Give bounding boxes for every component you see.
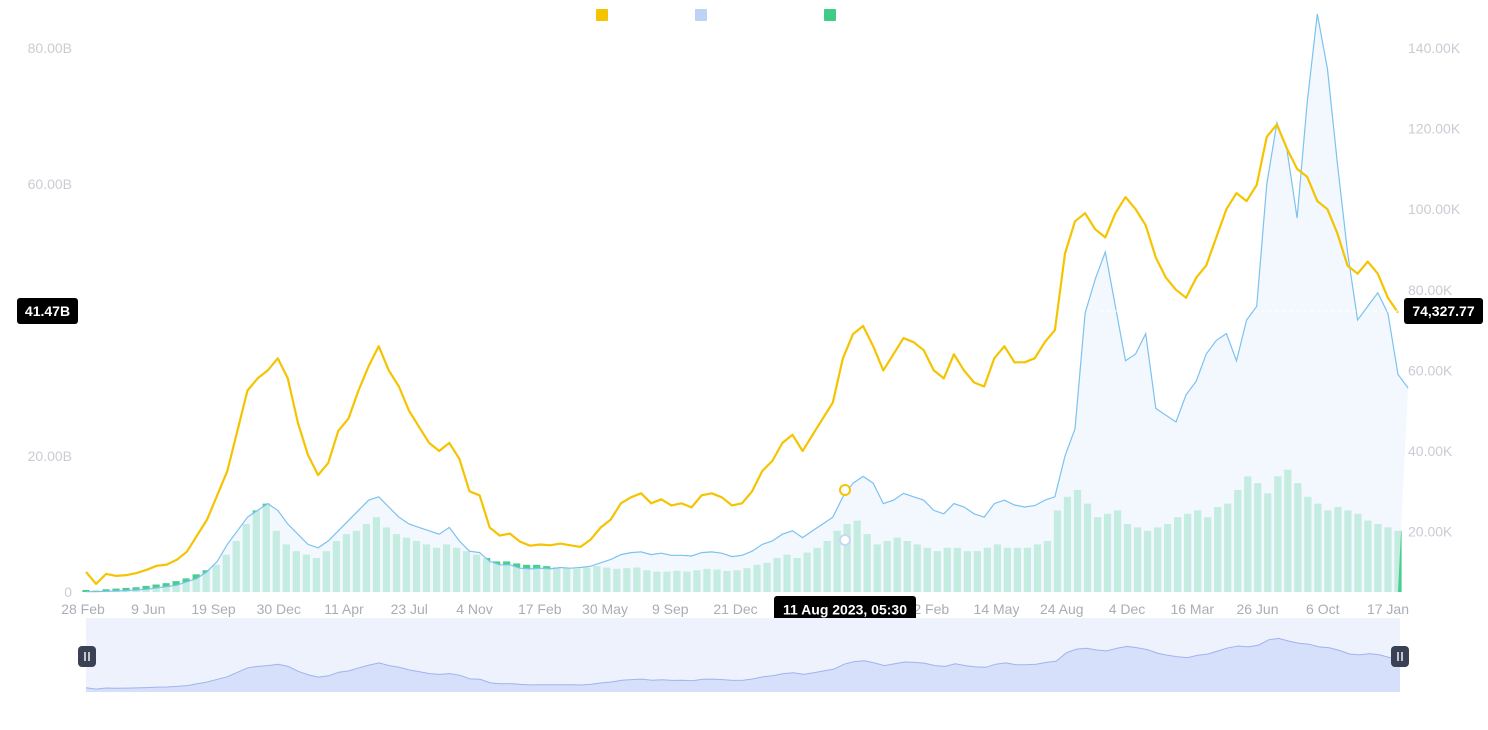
crosshair-date-tag: 11 Aug 2023, 05:30 [774, 596, 916, 623]
x-axis-tick-label: 9 Jun [131, 601, 165, 617]
x-axis-tick-label: 21 Dec [713, 601, 757, 617]
x-axis-tick-label: 26 Jun [1236, 601, 1278, 617]
x-axis: 28 Feb 9 Jun 19 Sep 30 Dec 11 Apr 23 Jul 4 Nov… [61, 601, 1409, 617]
price-hover-marker [839, 484, 851, 496]
left-axis-tick-label: 0 [64, 584, 72, 600]
right-axis: 20.00K 40.00K 60.00K 80.00K 100.00K 120.00K 14… [1408, 40, 1461, 540]
market-cap-hover-marker [839, 534, 851, 546]
left-axis-tick-label: 80.00B [28, 40, 72, 56]
x-axis-tick-label: 19 Sep [191, 601, 236, 617]
right-axis-tick-label: 100.00K [1408, 201, 1461, 217]
right-axis-value-tag: 74,327.77 [1404, 298, 1483, 324]
x-axis-tick-label: 14 May [974, 601, 1020, 617]
x-axis-tick-label: 24 Aug [1040, 601, 1084, 617]
navigator-line [85, 637, 1401, 690]
right-axis-tick-label: 20.00K [1408, 524, 1453, 540]
right-axis-tick-label: 60.00K [1408, 362, 1453, 378]
range-navigator[interactable] [78, 618, 1409, 692]
left-axis-value-tag: 41.47B [17, 298, 78, 324]
x-axis-tick-label: 17 Feb [518, 601, 562, 617]
navigator-area [86, 638, 1400, 692]
pause-grip-icon [1397, 652, 1403, 661]
plot-area[interactable] [82, 13, 1409, 593]
right-axis-tick-label: 120.00K [1408, 121, 1461, 137]
x-axis-tick-label: 6 Oct [1306, 601, 1340, 617]
x-axis-tick-label: 30 Dec [257, 601, 301, 617]
x-axis-tick-label: 16 Mar [1170, 601, 1214, 617]
left-axis: 0 20.00B 60.00B 80.00B [28, 40, 73, 600]
navigator-left-handle[interactable] [78, 646, 96, 667]
legend-swatch-2[interactable] [695, 9, 707, 21]
left-axis-tick-label: 60.00B [28, 176, 72, 192]
volume-bar [122, 587, 130, 592]
x-axis-tick-label: 28 Feb [61, 601, 105, 617]
x-axis-tick-label: 17 Jan [1367, 601, 1409, 617]
right-axis-tick-label: 80.00K [1408, 282, 1453, 298]
left-axis-tick-label: 20.00B [28, 448, 72, 464]
market-cap-area [86, 14, 1409, 592]
x-axis-tick-label: 23 Jul [391, 601, 428, 617]
x-axis-tick-label: 11 Apr [324, 601, 364, 617]
volume-bar [82, 589, 90, 592]
x-axis-tick-label: 2 Feb [913, 601, 949, 617]
legend-swatch-1[interactable] [596, 9, 608, 21]
svg-text:74,327.77: 74,327.77 [1412, 303, 1474, 319]
pause-grip-icon [84, 652, 90, 661]
navigator-right-handle[interactable] [1391, 646, 1409, 667]
right-axis-tick-label: 40.00K [1408, 443, 1453, 459]
x-axis-tick-label: 30 May [582, 601, 628, 617]
volume-bar [102, 589, 110, 592]
x-axis-tick-label: 4 Dec [1109, 601, 1146, 617]
svg-text:11 Aug 2023, 05:30: 11 Aug 2023, 05:30 [783, 602, 907, 618]
price-line [85, 123, 1399, 585]
x-axis-tick-label: 9 Sep [652, 601, 689, 617]
crosshair: 41.47B 74,327.77 11 Aug 2023, 05:30 [17, 298, 1483, 623]
right-axis-tick-label: 140.00K [1408, 40, 1461, 56]
legend-swatch-3[interactable] [824, 9, 836, 21]
chart-legend [596, 9, 836, 21]
volume-bar [112, 588, 120, 592]
x-axis-tick-label: 4 Nov [456, 601, 493, 617]
svg-text:41.47B: 41.47B [25, 303, 70, 319]
market-cap-line [86, 13, 1409, 593]
